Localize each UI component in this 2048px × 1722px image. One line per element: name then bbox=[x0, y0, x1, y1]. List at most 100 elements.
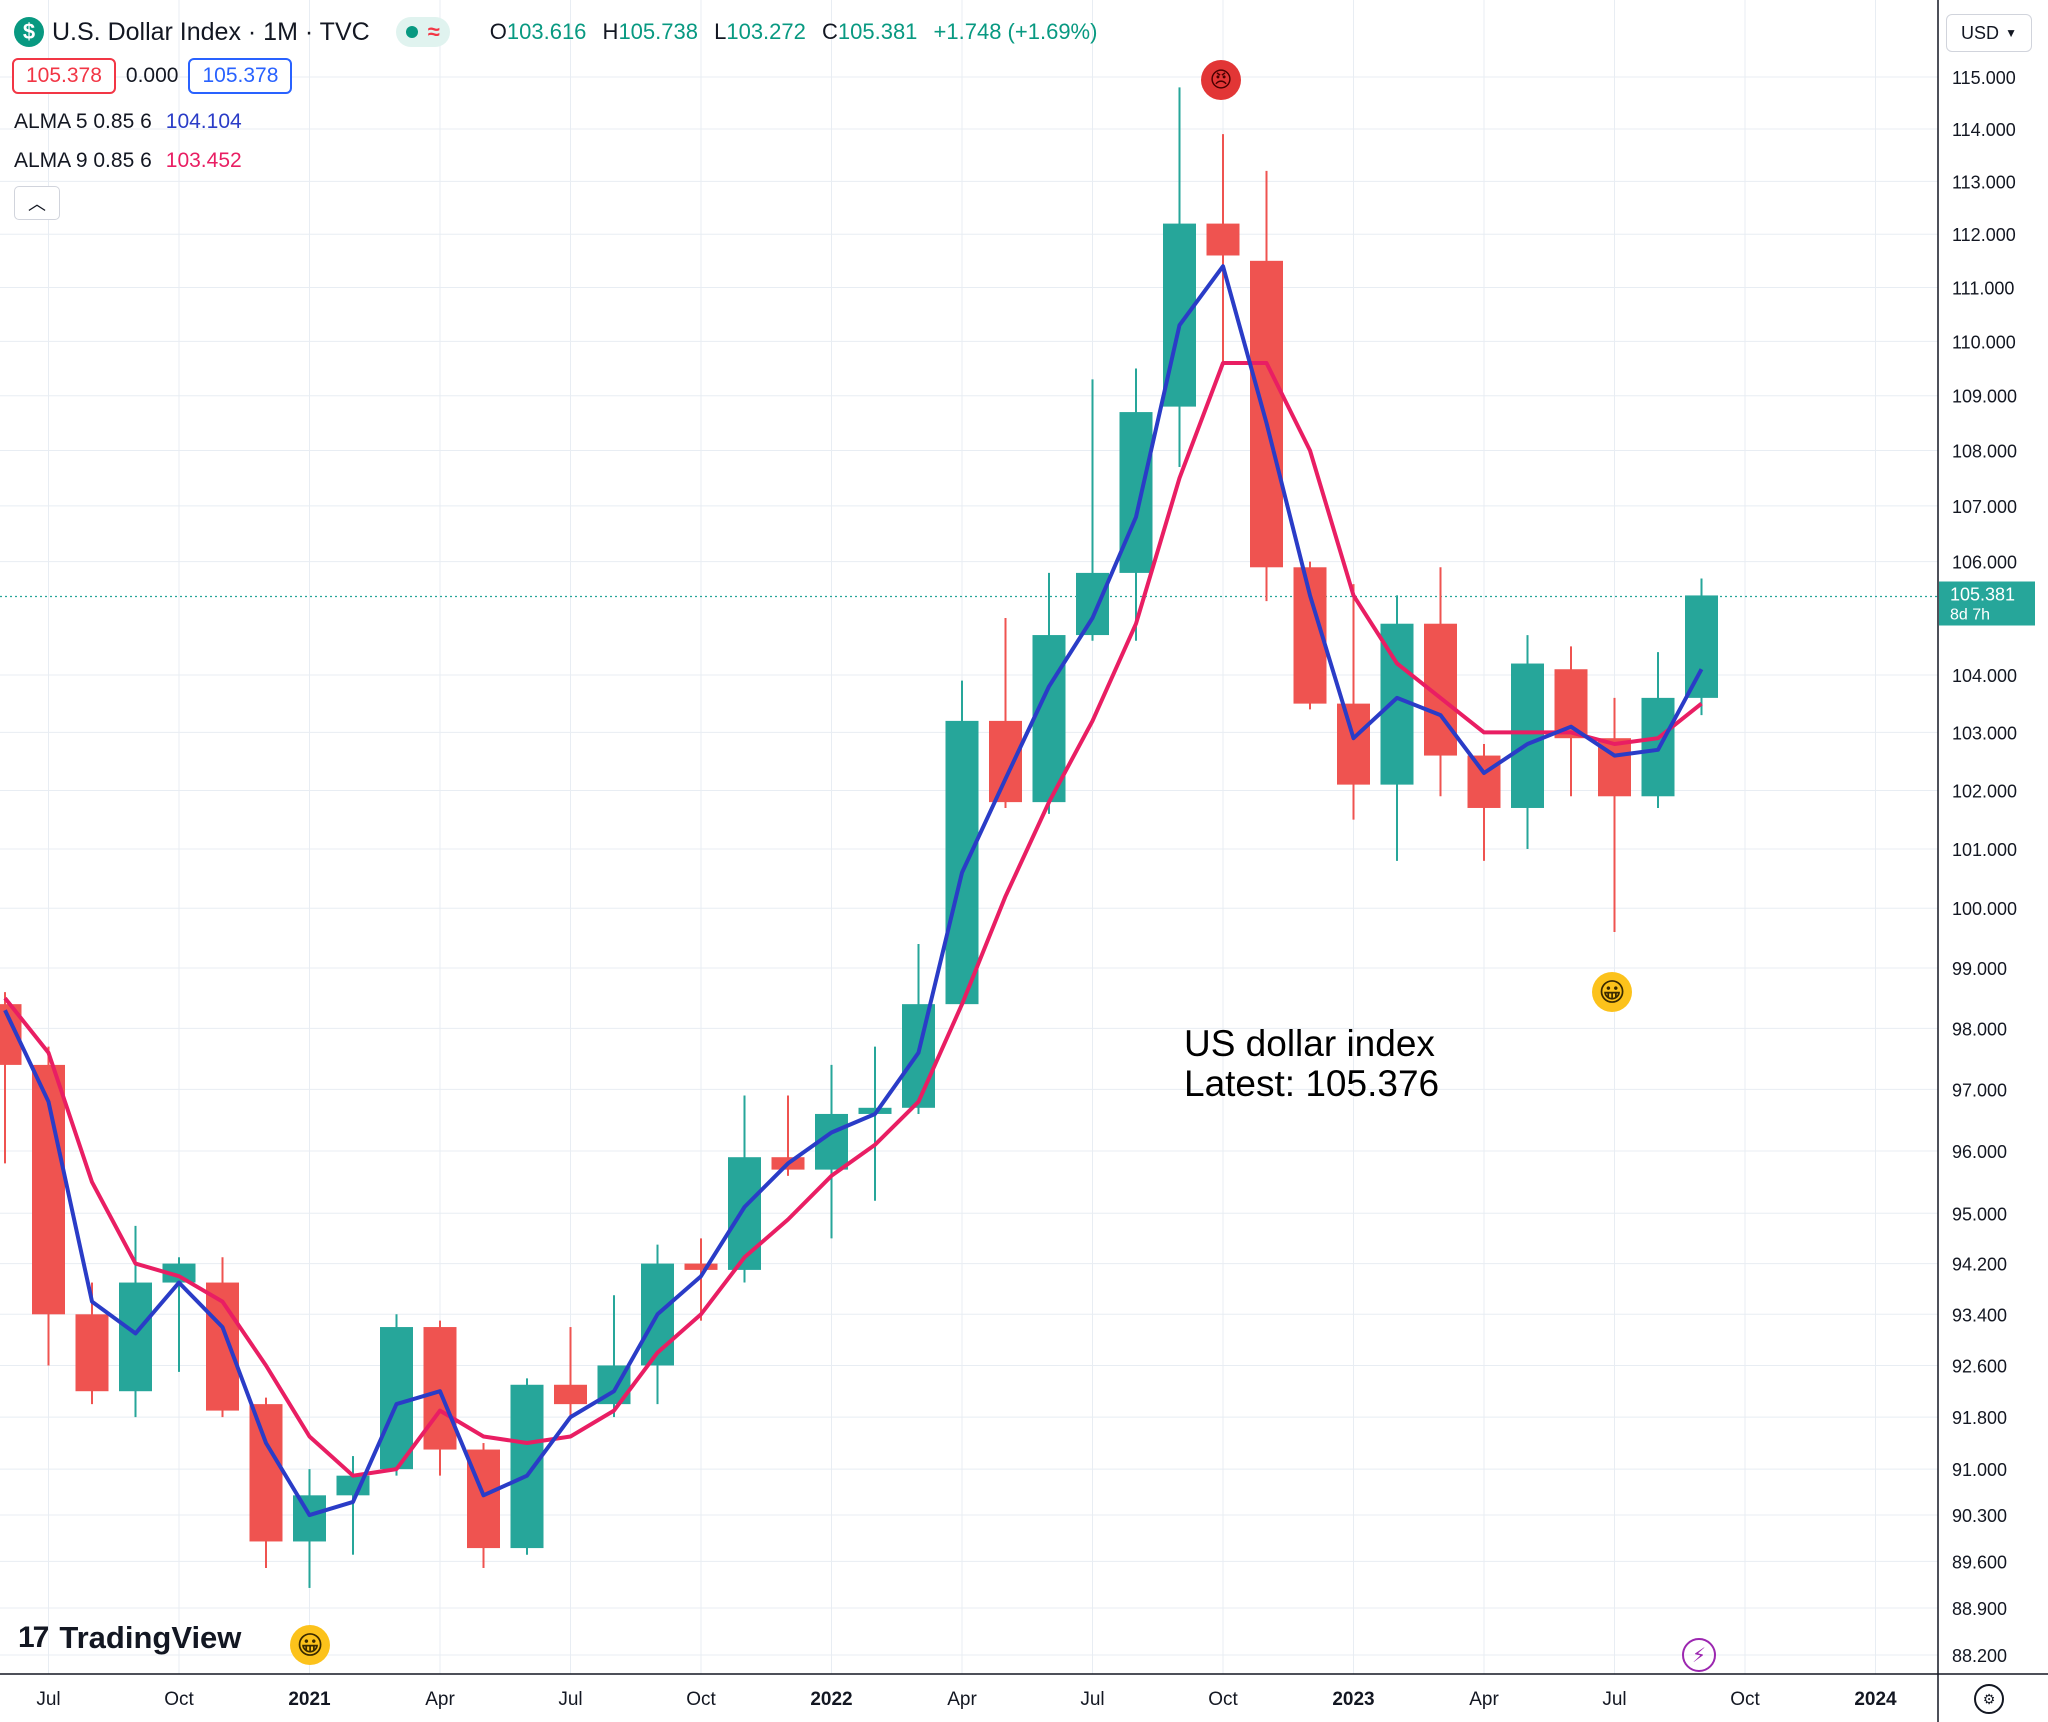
market-open-icon bbox=[405, 26, 418, 38]
candle-body bbox=[1685, 595, 1718, 698]
price-tick-label: 111.000 bbox=[1952, 279, 2014, 299]
candle-body bbox=[423, 1327, 457, 1450]
indicator-label: ALMA 5 0.85 6 bbox=[14, 110, 152, 133]
smiley-icon: 😀 bbox=[1592, 972, 1632, 1012]
price-tick-label: 98.000 bbox=[1952, 1019, 2007, 1039]
time-tick-label: Jul bbox=[1602, 1689, 1626, 1710]
sell-button[interactable]: 105.378 bbox=[12, 58, 116, 94]
price-tick-label: 97.000 bbox=[1952, 1080, 2007, 1100]
indicator-label: ALMA 9 0.85 6 bbox=[14, 149, 152, 172]
price-tick-label: 99.000 bbox=[1952, 959, 2007, 979]
collapse-indicators-button[interactable]: ︿ bbox=[14, 186, 60, 220]
candle-body bbox=[554, 1384, 587, 1405]
angry-face-icon: 😠 bbox=[1201, 60, 1241, 100]
time-tick-label: Jul bbox=[1080, 1689, 1104, 1710]
time-tick-label: 2023 bbox=[1332, 1689, 1374, 1710]
price-tick-label: 113.000 bbox=[1952, 172, 2016, 192]
lightning-icon[interactable]: ⚡ bbox=[1682, 1638, 1716, 1672]
price-tick-label: 88.200 bbox=[1952, 1646, 2007, 1666]
price-tick-label: 94.200 bbox=[1952, 1255, 2007, 1275]
ohlc-values: O103.616 H105.738 L103.272 C105.381 +1.7… bbox=[489, 19, 1098, 44]
smiley-icon: 😀 bbox=[290, 1625, 330, 1665]
candle-body bbox=[1511, 663, 1544, 808]
time-tick-label: Apr bbox=[425, 1689, 455, 1710]
candle-body bbox=[380, 1327, 413, 1470]
alma9-line bbox=[3, 361, 1703, 1478]
price-tick-label: 89.600 bbox=[1952, 1552, 2007, 1572]
price-tick-label: 88.900 bbox=[1952, 1599, 2007, 1619]
candle-body bbox=[1032, 635, 1066, 803]
price-tick-label: 91.800 bbox=[1952, 1408, 2007, 1428]
time-tick-label: 2024 bbox=[1854, 1689, 1897, 1710]
time-tick-label: Jul bbox=[558, 1689, 582, 1710]
currency-selector[interactable]: USD ▼ bbox=[1946, 14, 2032, 52]
countdown-label: 8d 7h bbox=[1950, 607, 1990, 624]
price-tick-label: 108.000 bbox=[1952, 442, 2017, 462]
candle-body bbox=[510, 1384, 544, 1549]
symbol-title[interactable]: U.S. Dollar Index · 1M · TVC bbox=[52, 17, 370, 46]
dollar-icon: $ bbox=[14, 17, 44, 47]
price-tick-label: 101.000 bbox=[1952, 840, 2017, 860]
time-tick-label: Apr bbox=[947, 1689, 977, 1710]
candle-body bbox=[75, 1314, 109, 1392]
time-tick-label: Oct bbox=[164, 1689, 194, 1710]
price-tick-label: 115.000 bbox=[1952, 68, 2016, 88]
close-value: 105.381 bbox=[837, 19, 918, 44]
indicator-alma9[interactable]: ALMA 9 0.85 6 103.452 bbox=[14, 149, 242, 173]
indicator-value: 104.104 bbox=[165, 110, 242, 133]
candle-body bbox=[0, 1004, 22, 1065]
price-tick-label: 90.300 bbox=[1952, 1506, 2007, 1526]
candle-body bbox=[684, 1263, 718, 1270]
time-tick-label: 2021 bbox=[288, 1689, 331, 1710]
candle-body bbox=[119, 1282, 152, 1392]
open-value: 103.616 bbox=[506, 19, 587, 44]
time-tick-label: Oct bbox=[686, 1689, 716, 1710]
settings-icon[interactable]: ⚙ bbox=[1974, 1684, 2004, 1714]
price-tick-label: 103.000 bbox=[1952, 723, 2017, 743]
price-tick-label: 110.000 bbox=[1952, 332, 2016, 352]
price-tick-label: 104.000 bbox=[1952, 666, 2017, 686]
brand-name: TradingView bbox=[59, 1620, 242, 1655]
candle-body bbox=[1250, 260, 1283, 568]
indicator-value: 103.452 bbox=[165, 149, 242, 172]
data-delay-icon: ≈ bbox=[427, 19, 440, 44]
candle-body bbox=[945, 720, 979, 1005]
annotation-line2: Latest: 105.376 bbox=[1184, 1063, 1440, 1104]
candle-body bbox=[1076, 572, 1109, 636]
tradingview-logo[interactable]: 17 TradingView bbox=[18, 1620, 241, 1656]
tradingview-mark-icon: 17 bbox=[18, 1621, 49, 1654]
price-tick-label: 114.000 bbox=[1952, 120, 2016, 140]
market-status-pill[interactable]: ≈ bbox=[395, 17, 450, 47]
candle-body bbox=[1337, 703, 1370, 785]
time-tick-label: Jul bbox=[36, 1689, 60, 1710]
price-tick-label: 91.000 bbox=[1952, 1460, 2007, 1480]
price-tick-label: 102.000 bbox=[1952, 781, 2017, 801]
buy-button[interactable]: 105.378 bbox=[188, 58, 293, 94]
low-value: 103.272 bbox=[726, 19, 806, 44]
candle-body bbox=[162, 1263, 196, 1283]
price-tick-label: 109.000 bbox=[1952, 387, 2017, 407]
chart-annotation: US dollar index Latest: 105.376 bbox=[1184, 1024, 1439, 1104]
price-tick-label: 100.000 bbox=[1952, 899, 2017, 919]
change-value: +1.748 (+1.69%) bbox=[933, 19, 1098, 44]
annotation-line1: US dollar index bbox=[1184, 1023, 1435, 1064]
time-tick-label: 2022 bbox=[810, 1689, 852, 1710]
candle-body bbox=[293, 1495, 326, 1542]
price-tick-label: 92.600 bbox=[1952, 1356, 2007, 1376]
candle-body bbox=[728, 1157, 761, 1270]
candle-body bbox=[249, 1404, 283, 1542]
price-tick-label: 107.000 bbox=[1952, 497, 2017, 517]
last-price-label: 105.381 bbox=[1950, 585, 2015, 605]
price-tick-label: 96.000 bbox=[1952, 1142, 2007, 1162]
price-tick-label: 106.000 bbox=[1952, 553, 2017, 573]
time-tick-label: Oct bbox=[1730, 1689, 1760, 1710]
chevron-down-icon: ▼ bbox=[2005, 26, 2017, 40]
alma5-line bbox=[3, 264, 1704, 1518]
bid-ask-row: 105.378 0.000 105.378 bbox=[12, 58, 293, 94]
chevron-up-icon: ︿ bbox=[28, 194, 46, 214]
indicator-alma5[interactable]: ALMA 5 0.85 6 104.104 bbox=[14, 110, 242, 134]
time-tick-label: Apr bbox=[1469, 1689, 1499, 1710]
symbol-header[interactable]: $ U.S. Dollar Index · 1M · TVC ≈ O103.61… bbox=[14, 14, 1097, 50]
candle-body bbox=[1206, 223, 1240, 256]
